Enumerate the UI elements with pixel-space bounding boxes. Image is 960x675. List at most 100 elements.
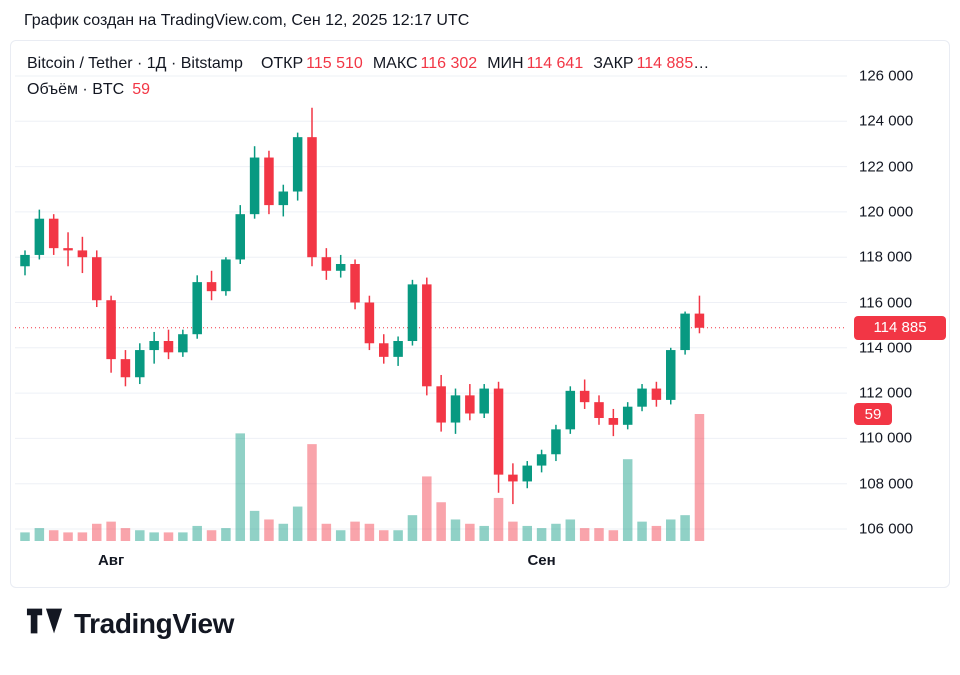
candle[interactable] bbox=[536, 449, 547, 473]
candle[interactable] bbox=[321, 248, 332, 280]
volume-bar[interactable] bbox=[278, 523, 289, 541]
volume-bar[interactable] bbox=[565, 519, 576, 541]
candle[interactable] bbox=[307, 107, 317, 267]
candle[interactable] bbox=[149, 331, 159, 364]
volume-bar[interactable] bbox=[579, 528, 590, 541]
candle[interactable] bbox=[364, 295, 375, 351]
candle[interactable] bbox=[34, 209, 45, 260]
volume-bar[interactable] bbox=[163, 532, 174, 541]
volume-bar[interactable] bbox=[393, 530, 403, 541]
time-axis[interactable]: Авг Сен bbox=[11, 543, 851, 577]
volume-bar[interactable] bbox=[63, 532, 73, 541]
volume-bar[interactable] bbox=[551, 523, 561, 541]
candle[interactable] bbox=[192, 275, 202, 339]
volume-bar[interactable] bbox=[221, 528, 231, 541]
candle[interactable] bbox=[249, 146, 260, 219]
volume-bar[interactable] bbox=[422, 476, 432, 541]
candle[interactable] bbox=[48, 214, 59, 255]
volume-bar[interactable] bbox=[493, 497, 504, 541]
volume-bar[interactable] bbox=[594, 528, 604, 541]
candle[interactable] bbox=[594, 395, 604, 425]
candle[interactable] bbox=[379, 334, 389, 364]
candlestick-chart[interactable] bbox=[11, 41, 949, 587]
volume-bar[interactable] bbox=[407, 515, 418, 541]
volume-bar[interactable] bbox=[149, 532, 159, 541]
candle[interactable] bbox=[508, 463, 518, 505]
candle[interactable] bbox=[335, 254, 346, 278]
candle[interactable] bbox=[20, 250, 30, 276]
candle[interactable] bbox=[292, 132, 303, 201]
candle[interactable] bbox=[120, 350, 131, 387]
candle[interactable] bbox=[522, 461, 533, 489]
volume-bar[interactable] bbox=[92, 523, 102, 541]
candle[interactable] bbox=[579, 379, 590, 409]
candle[interactable] bbox=[465, 384, 475, 421]
volume-bar[interactable] bbox=[135, 530, 145, 541]
volume-bar[interactable] bbox=[178, 532, 188, 541]
candle[interactable] bbox=[565, 386, 576, 434]
candle[interactable] bbox=[77, 236, 88, 274]
candle[interactable] bbox=[206, 270, 217, 301]
symbol-title[interactable]: Bitcoin / Tether · 1Д · Bitstamp bbox=[27, 55, 243, 72]
volume-bar[interactable] bbox=[364, 523, 375, 541]
candle[interactable] bbox=[163, 329, 174, 360]
volume-bar[interactable] bbox=[608, 530, 619, 541]
volume-bar[interactable] bbox=[34, 528, 45, 541]
volume-bar[interactable] bbox=[379, 530, 389, 541]
volume-bar[interactable] bbox=[479, 525, 489, 541]
volume-bar[interactable] bbox=[694, 414, 705, 541]
volume-bar[interactable] bbox=[637, 521, 647, 541]
candle[interactable] bbox=[106, 295, 116, 373]
tradingview-logo[interactable]: TradingView bbox=[26, 606, 234, 641]
candle[interactable] bbox=[493, 381, 504, 493]
candle[interactable] bbox=[666, 347, 676, 405]
volume-bar[interactable] bbox=[508, 521, 518, 541]
candle[interactable] bbox=[694, 295, 705, 334]
volume-bar[interactable] bbox=[206, 530, 217, 541]
volume-bar[interactable] bbox=[120, 528, 131, 541]
candle[interactable] bbox=[680, 311, 690, 355]
candle[interactable] bbox=[178, 329, 188, 357]
volume-bar[interactable] bbox=[249, 510, 260, 541]
candle[interactable] bbox=[278, 184, 289, 217]
volume-bar[interactable] bbox=[436, 502, 446, 541]
volume-bar[interactable] bbox=[522, 525, 533, 541]
candle[interactable] bbox=[450, 388, 461, 434]
volume-bar[interactable] bbox=[106, 521, 116, 541]
volume-bar[interactable] bbox=[77, 532, 88, 541]
volume-bar[interactable] bbox=[666, 519, 676, 541]
candle[interactable] bbox=[436, 374, 446, 432]
candle[interactable] bbox=[135, 343, 145, 385]
volume-bar[interactable] bbox=[264, 519, 274, 541]
volume-bar[interactable] bbox=[536, 528, 547, 541]
price-axis[interactable]: 114 885 59 126 000 124 000 122 000 120 000 1… bbox=[851, 41, 949, 587]
candle[interactable] bbox=[622, 402, 633, 430]
volume-bar[interactable] bbox=[680, 515, 690, 541]
candle[interactable] bbox=[479, 384, 489, 419]
candle[interactable] bbox=[637, 384, 647, 412]
volume-bar[interactable] bbox=[321, 523, 332, 541]
volume-bar[interactable] bbox=[48, 530, 59, 541]
volume-bar[interactable] bbox=[292, 506, 303, 541]
candle[interactable] bbox=[608, 408, 619, 437]
candle[interactable] bbox=[63, 232, 73, 267]
candle[interactable] bbox=[92, 250, 102, 308]
volume-bar[interactable] bbox=[20, 532, 30, 541]
candle[interactable] bbox=[350, 259, 360, 310]
candle[interactable] bbox=[221, 257, 231, 296]
volume-bar[interactable] bbox=[307, 444, 317, 541]
candle[interactable] bbox=[264, 150, 274, 215]
candle[interactable] bbox=[235, 205, 246, 264]
candle[interactable] bbox=[651, 381, 662, 407]
candle[interactable] bbox=[407, 279, 418, 346]
volume-bar[interactable] bbox=[335, 530, 346, 541]
candle[interactable] bbox=[422, 277, 432, 396]
volume-bar[interactable] bbox=[651, 525, 662, 541]
volume-bar[interactable] bbox=[192, 525, 202, 541]
volume-bar[interactable] bbox=[465, 523, 475, 541]
candle[interactable] bbox=[393, 336, 403, 366]
volume-bar[interactable] bbox=[235, 433, 246, 541]
volume-bar[interactable] bbox=[622, 459, 633, 541]
candle[interactable] bbox=[551, 424, 561, 462]
volume-bar[interactable] bbox=[450, 519, 461, 541]
